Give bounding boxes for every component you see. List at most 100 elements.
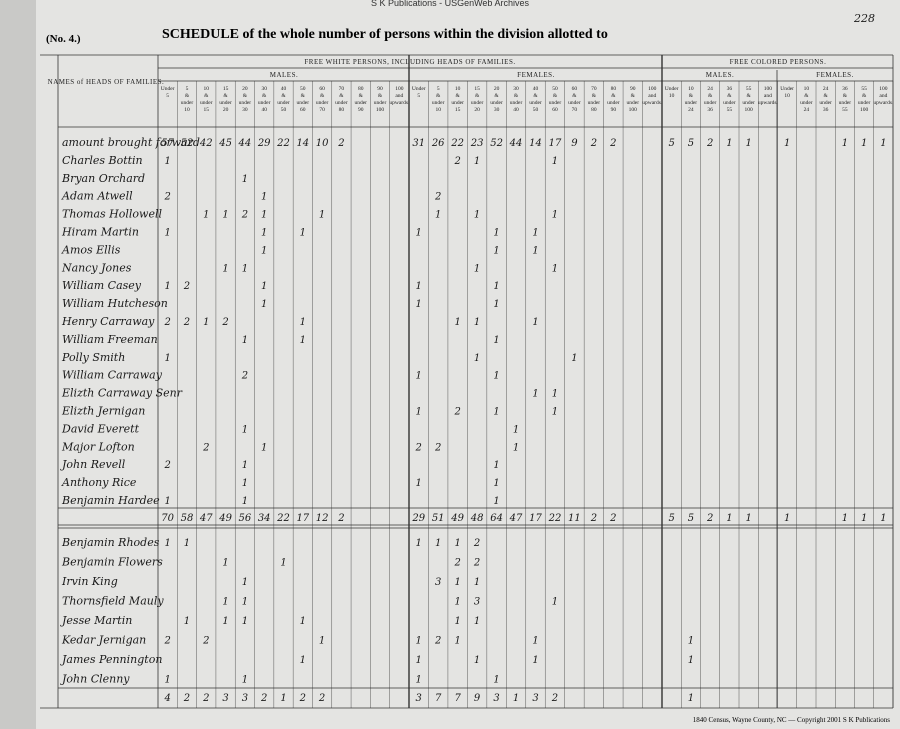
tally: 34	[258, 513, 271, 524]
tally: 22	[276, 138, 290, 149]
tally: 1	[532, 389, 538, 400]
tally: 1	[513, 442, 519, 453]
tally: 1	[745, 513, 751, 524]
tally: 2	[163, 192, 170, 203]
column-header: 10 & under 24	[800, 86, 813, 113]
column-header: 24 & under 36	[819, 86, 832, 113]
tally: 2	[299, 693, 306, 704]
column-header: 90 & under 100	[627, 86, 640, 113]
head-of-family: Benjamin Rhodes	[61, 536, 160, 549]
head-of-family: Thornsfield Mauly	[62, 595, 164, 608]
tally: 2	[590, 138, 597, 149]
tally: 1	[416, 371, 422, 382]
tally: 64	[490, 513, 503, 524]
column-header: 40 & under 50	[529, 86, 542, 113]
tally: 49	[450, 513, 464, 524]
head-of-family: Hiram Martin	[61, 226, 139, 239]
head-of-family: William Casey	[62, 279, 142, 292]
tally: 10	[316, 138, 329, 149]
tally: 3	[242, 693, 248, 704]
head-of-family: Benjamin Flowers	[61, 556, 163, 569]
tally: 1	[416, 299, 422, 310]
tally: 1	[784, 513, 790, 524]
tally: 42	[199, 138, 213, 149]
column-header: 10 & under 15	[451, 86, 464, 113]
binding-margin	[0, 0, 36, 729]
tally: 1	[416, 538, 422, 549]
tally: 9	[571, 138, 578, 149]
tally: 1	[261, 245, 267, 256]
tally: 2	[609, 513, 616, 524]
tally: 3	[474, 597, 480, 608]
tally: 1	[532, 245, 538, 256]
tally: 1	[745, 138, 751, 149]
tally: 2	[183, 693, 190, 704]
tally: 17	[549, 138, 562, 149]
tally: 44	[509, 138, 523, 149]
tally: 1	[261, 281, 267, 292]
tally: 1	[164, 281, 170, 292]
tally: 1	[532, 317, 538, 328]
tally: 2	[434, 192, 441, 203]
tally: 1	[416, 655, 422, 666]
tally: 1	[474, 353, 480, 364]
tally: 56	[239, 513, 252, 524]
column-header: 15 & under 20	[471, 86, 484, 113]
tally: 1	[454, 616, 460, 627]
tally: 1	[222, 558, 228, 569]
tally: 2	[163, 636, 170, 647]
tally: 7	[435, 693, 442, 704]
tally: 1	[300, 228, 306, 239]
tally: 1	[242, 478, 248, 489]
column-header: 30 & under 40	[258, 86, 271, 113]
tally: 2	[609, 138, 616, 149]
tally: 52	[490, 138, 503, 149]
tally: 1	[726, 513, 732, 524]
tally: 1	[493, 478, 499, 489]
tally: 1	[164, 156, 170, 167]
column-header: 55 & under 100	[858, 86, 871, 113]
females-header: FEMALES.	[517, 71, 555, 79]
tally: 4	[163, 693, 170, 704]
tally: 1	[261, 228, 267, 239]
tally: 1	[552, 210, 558, 221]
head-of-family: Charles Bottin	[62, 154, 143, 167]
column-header: 100 and upwards.	[873, 86, 894, 106]
head-of-family: Thomas Hollowell	[62, 208, 162, 221]
free-white-header: FREE WHITE PERSONS, INCLUDING HEADS OF F…	[304, 58, 515, 66]
column-header: 20 & under 30	[239, 86, 252, 113]
tally: 5	[688, 513, 694, 524]
tally: 45	[218, 138, 232, 149]
tally: 1	[726, 138, 732, 149]
tally: 1	[242, 335, 248, 346]
tally: 14	[529, 138, 542, 149]
column-header: 10 & under 15	[200, 86, 213, 113]
tally: 1	[300, 655, 306, 666]
tally: 2	[241, 210, 248, 221]
tally: 1	[164, 228, 170, 239]
tally: 1	[474, 317, 480, 328]
tally: 7	[454, 693, 461, 704]
tally: 1	[493, 407, 499, 418]
tally: 1	[416, 407, 422, 418]
tally: 1	[688, 655, 694, 666]
column-header: 20 & under 30	[490, 86, 503, 113]
tally: 2	[415, 442, 422, 453]
column-header: Under 5	[412, 86, 426, 99]
tally: 1	[416, 636, 422, 647]
head-of-family: John Clenny	[60, 673, 130, 686]
tally: 1	[222, 597, 228, 608]
tally: 1	[493, 299, 499, 310]
head-of-family: Irvin King	[61, 575, 118, 588]
tally: 5	[668, 513, 674, 524]
tally: 1	[222, 210, 228, 221]
tally: 2	[453, 558, 460, 569]
tally: 1	[493, 228, 499, 239]
tally: 2	[202, 693, 209, 704]
tally: 14	[296, 138, 309, 149]
tally: 2	[551, 693, 558, 704]
tally: 2	[434, 442, 441, 453]
tally: 1	[474, 156, 480, 167]
tally: 1	[242, 174, 248, 185]
